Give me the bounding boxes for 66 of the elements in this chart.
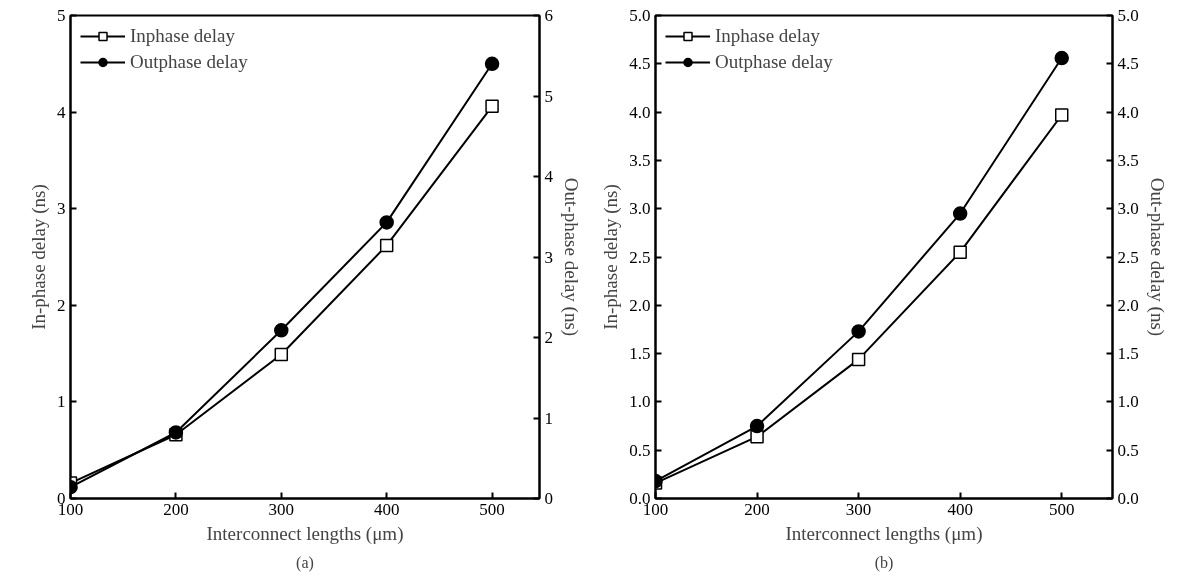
y2-tick-label: 6 [544,6,553,25]
y-tick-label: 1.5 [629,344,651,364]
x-tick-label: 400 [947,499,973,519]
y2-tick-label: 3.0 [1117,199,1139,219]
y-tick-label: 2.0 [629,295,651,315]
y2-tick-label: 1.5 [1117,344,1139,364]
point [274,323,289,338]
y2-tick-label: 1.0 [1117,392,1139,412]
point [274,347,289,362]
y-tick-label: 5.0 [629,6,651,25]
point [485,99,499,114]
legend-label: Inphase delay [130,25,235,47]
point [1054,50,1069,66]
y-tick-label: 1 [57,392,66,412]
y2-tick-label: 0.0 [1117,489,1139,508]
y-tick-label: 4 [57,102,66,122]
y2-tick-label: 1 [544,408,553,428]
y-tick-label: 3.0 [629,199,651,219]
legend-label: Outphase delay [715,51,833,73]
x-tick-label: 200 [163,499,189,519]
x-tick-label: 500 [1048,499,1075,519]
x-tick-label: 200 [744,499,770,519]
point [1054,108,1069,122]
point [484,56,500,72]
y2-tick-label: 2.0 [1117,295,1139,315]
y2-tick-label: 4.0 [1117,102,1139,122]
y2-tick-label: 2 [544,328,553,347]
y2-tick-label: 2.5 [1117,247,1139,267]
x-tick-label: 500 [479,499,505,519]
y-tick-label: 2 [57,295,66,315]
y-tick-label: 3 [57,199,66,219]
y-axis-title: In-phase delay (ns) [28,184,50,330]
x-axis-title: Interconnect lengths (μm) [206,522,404,545]
y2-axis-title: Out-phase delay (ns) [1145,177,1168,337]
y2-tick-label: 5 [544,86,553,106]
point [952,206,968,221]
y-tick-label: 1.0 [629,392,651,412]
x-tick-label: 300 [845,499,872,519]
y2-tick-label: 5.0 [1117,6,1139,25]
legend-label: Inphase delay [715,25,820,47]
y2-axis-title: Out-phase delay (ns) [560,177,582,337]
y2-tick-label: 4 [544,167,554,186]
y2-tick-label: 0 [544,489,553,508]
point [953,245,967,259]
x-axis-title: Interconnect lengths (μm) [785,522,983,545]
y2-tick-label: 4.5 [1117,54,1139,74]
point [851,324,866,339]
point [851,352,866,367]
point [379,238,394,253]
text: (a) [296,553,314,572]
legend-label: Outphase delay [130,51,248,73]
x-tick-label: 400 [373,499,400,519]
y2-tick-label: 3.5 [1117,150,1139,170]
y-tick-label: 2.5 [629,247,651,267]
point [379,215,394,230]
y2-tick-label: 0.5 [1117,440,1139,460]
y2-tick-label: 3 [544,247,553,267]
y-tick-label: 0.5 [629,440,651,460]
point [749,418,765,434]
y-tick-label: 3.5 [629,150,651,170]
y-tick-label: 4.5 [629,54,651,74]
x-tick-label: 300 [268,499,295,519]
y-axis-title: In-phase delay (ns) [600,184,623,330]
text: (b) [874,553,894,572]
y-tick-label: 5 [57,6,66,25]
y-tick-label: 4.0 [629,102,651,122]
